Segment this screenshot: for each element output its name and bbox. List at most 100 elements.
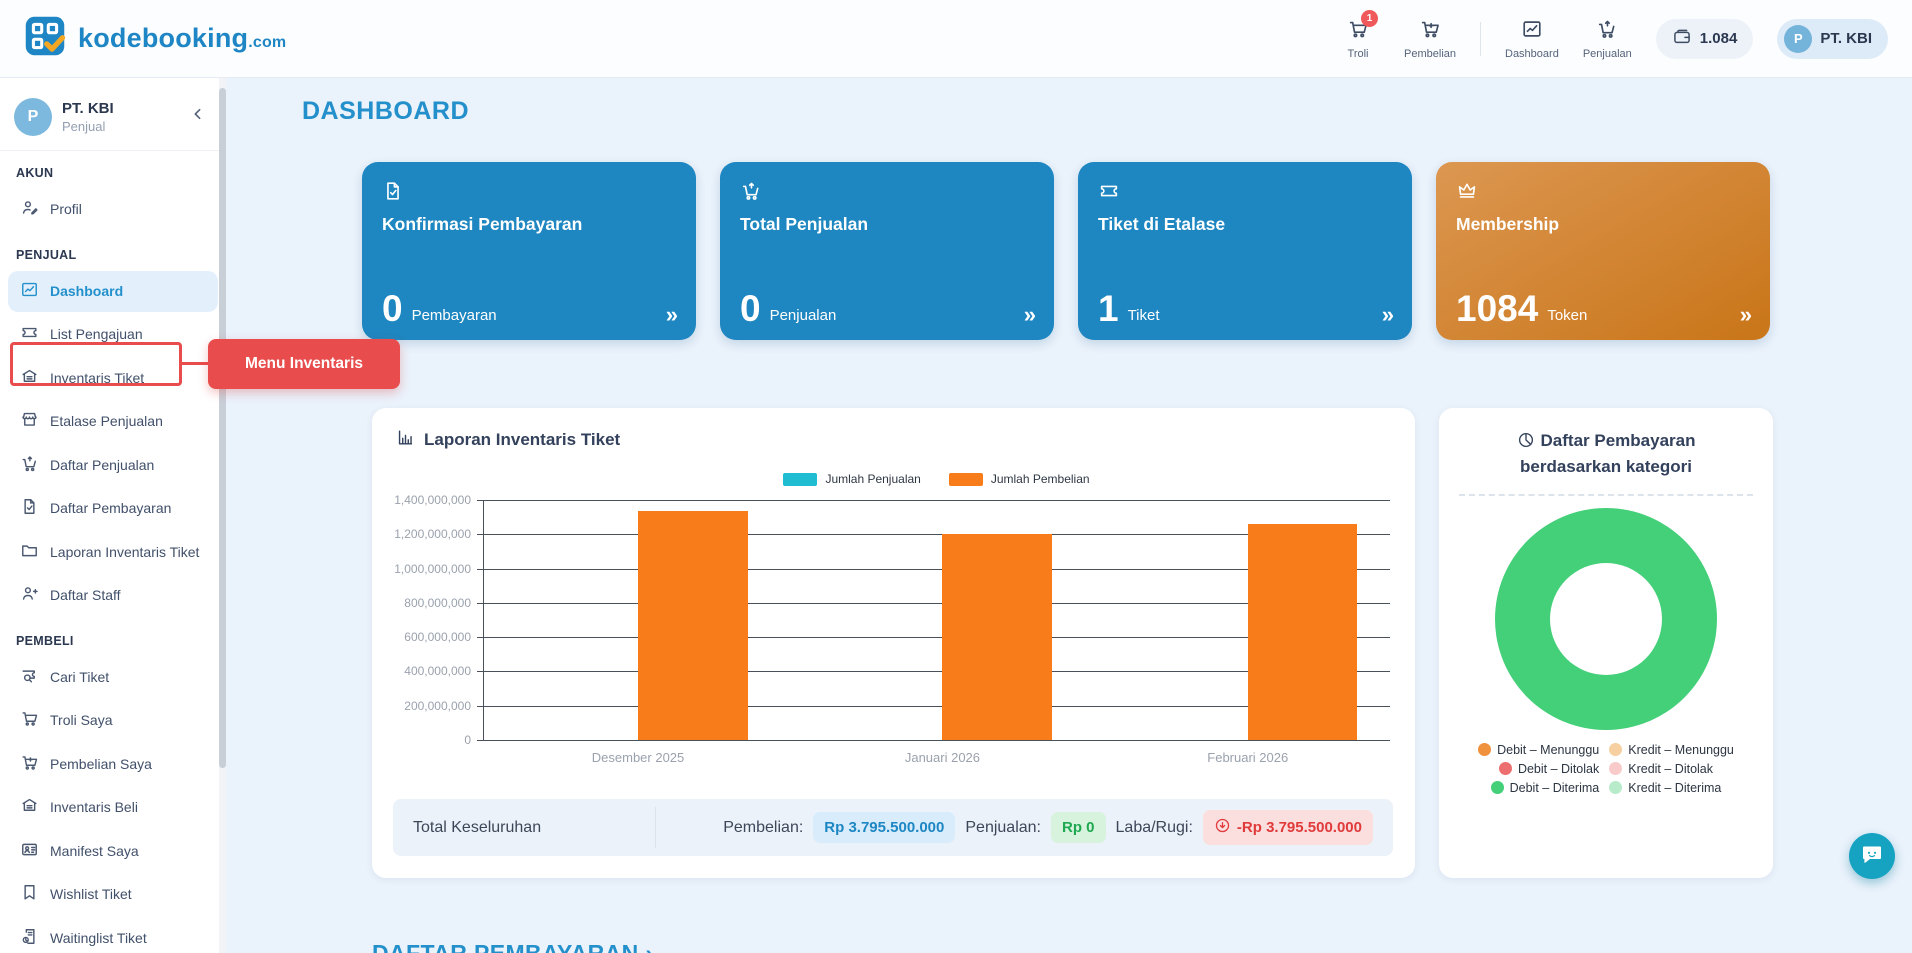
daftar-pembayaran-heading: DAFTAR PEMBAYARAN › <box>372 940 654 953</box>
sidebar-item-inventaris-tiket[interactable]: Inventaris Tiket <box>8 358 218 400</box>
bar-pembelian-februari-2026[interactable] <box>1247 524 1358 740</box>
double-chevron-right-icon[interactable]: » <box>1381 302 1394 328</box>
sidebar-item-troli-saya[interactable]: Troli Saya <box>8 700 218 742</box>
page-title: DASHBOARD <box>302 97 469 125</box>
legend-kredit-ditolak[interactable]: Kredit – Ditolak <box>1609 762 1734 776</box>
annotation-tooltip: Menu Inventaris <box>208 339 400 389</box>
cart-arrow-up-icon <box>1596 18 1618 45</box>
legend-jumlah-pembelian[interactable]: Jumlah Pembelian <box>948 472 1090 486</box>
sidebar-item-label: Profil <box>50 201 82 217</box>
x-axis-line <box>477 740 1390 741</box>
card-title: Total Penjualan <box>740 214 869 234</box>
account-pill[interactable]: P PT. KBI <box>1777 18 1888 59</box>
sidebar-item-laporan-inventaris-tiket[interactable]: Laporan Inventaris Tiket <box>8 532 218 574</box>
gridline <box>477 602 1390 604</box>
sidebar-collapse-button[interactable] <box>190 106 206 127</box>
sidebar-item-dashboard[interactable]: Dashboard <box>8 270 218 312</box>
header-nav: 1 Troli Pembelian Dashboard Penjualan <box>1336 9 1888 60</box>
bookmark-icon <box>20 883 39 907</box>
sidebar-item-inventaris-beli[interactable]: Inventaris Beli <box>8 787 218 829</box>
inventory-icon <box>20 367 39 391</box>
sidebar: P PT. KBI Penjual AKUN Profil PENJUAL Da… <box>0 78 226 953</box>
sidebar-profile: P PT. KBI Penjual <box>0 90 226 151</box>
sidebar-item-wishlist-tiket[interactable]: Wishlist Tiket <box>8 874 218 916</box>
bar-chart-icon <box>396 428 415 452</box>
card-membership[interactable]: Membership 1084 Token » <box>1436 162 1770 340</box>
y-tick: 1,400,000,000 <box>394 493 471 507</box>
chat-fab-button[interactable] <box>1849 833 1895 879</box>
card-unit: Tiket <box>1127 307 1160 324</box>
brand-logo[interactable]: kodebooking.com <box>24 15 286 62</box>
penjualan-nav-button[interactable]: Penjualan <box>1583 18 1632 60</box>
sidebar-item-daftar-staff[interactable]: Daftar Staff <box>8 575 218 617</box>
dashboard-nav-button[interactable]: Dashboard <box>1505 18 1559 60</box>
stat-cards-row: Konfirmasi Pembayaran 0 Pembayaran » Tot… <box>362 162 1770 340</box>
cart-icon <box>20 709 39 733</box>
document-check-icon <box>20 497 39 521</box>
account-avatar: P <box>1784 24 1813 53</box>
x-tick: Februari 2026 <box>1207 750 1289 765</box>
y-tick: 800,000,000 <box>404 595 471 610</box>
pembelian-nav-button[interactable]: Pembelian <box>1404 18 1456 60</box>
sidebar-scrollbar-thumb[interactable] <box>219 88 226 768</box>
sidebar-item-daftar-penjualan[interactable]: Daftar Penjualan <box>8 445 218 487</box>
legend-debit-menunggu[interactable]: Debit – Menunggu <box>1478 743 1599 757</box>
penjualan-total-value: Rp 0 <box>1051 812 1106 843</box>
y-tick: 0 <box>464 733 471 747</box>
sidebar-item-cari-tiket[interactable]: Cari Tiket <box>8 657 218 699</box>
id-card-icon <box>20 840 39 864</box>
card-value: 0 <box>382 288 403 330</box>
cart-arrow-up-icon <box>740 182 762 206</box>
sidebar-section-akun: AKUN <box>16 166 54 180</box>
pembelian-total-value: Rp 3.795.500.000 <box>813 812 956 843</box>
card-tiket-di-etalase[interactable]: Tiket di Etalase 1 Tiket » <box>1078 162 1412 340</box>
y-tick: 600,000,000 <box>404 630 471 645</box>
sidebar-item-daftar-pembayaran[interactable]: Daftar Pembayaran <box>8 488 218 530</box>
token-balance-pill[interactable]: 1.084 <box>1655 18 1754 59</box>
sidebar-item-label: Laporan Inventaris Tiket <box>50 543 200 560</box>
ticket-icon <box>20 323 39 347</box>
legend-kredit-diterima[interactable]: Kredit – Diterima <box>1609 781 1734 795</box>
donut-legend: Debit – Menunggu Kredit – Menunggu Debit… <box>1455 743 1757 795</box>
legend-kredit-menunggu[interactable]: Kredit – Menunggu <box>1609 743 1734 757</box>
chart-header: Laporan Inventaris Tiket <box>372 408 1415 452</box>
sidebar-item-waitinglist-tiket[interactable]: Waitinglist Tiket <box>8 918 218 953</box>
cart-arrow-up-icon <box>20 454 39 478</box>
sidebar-item-list-pengajuan[interactable]: List Pengajuan <box>8 314 218 356</box>
card-title: Tiket di Etalase <box>1098 214 1226 234</box>
card-total-penjualan[interactable]: Total Penjualan 0 Penjualan » <box>720 162 1054 340</box>
bar-pembelian-januari-2026[interactable] <box>942 534 1053 740</box>
legend-debit-ditolak[interactable]: Debit – Ditolak <box>1498 762 1599 776</box>
laba-rugi-label: Laba/Rugi: <box>1115 818 1193 836</box>
card-konfirmasi-pembayaran[interactable]: Konfirmasi Pembayaran 0 Pembayaran » <box>362 162 696 340</box>
troli-badge: 1 <box>1361 9 1379 27</box>
profile-role: Penjual <box>62 119 106 134</box>
chat-icon <box>1860 842 1884 871</box>
sidebar-item-profil[interactable]: Profil <box>8 189 218 231</box>
y-tick: 400,000,000 <box>404 664 471 679</box>
gridline <box>477 500 1390 501</box>
double-chevron-right-icon[interactable]: » <box>1739 302 1752 328</box>
legend-debit-diterima[interactable]: Debit – Diterima <box>1490 781 1599 795</box>
list-clock-icon <box>20 927 39 951</box>
daftar-pembayaran-kategori-panel: Daftar Pembayaran berdasarkan kategori D… <box>1439 408 1773 878</box>
double-chevron-right-icon[interactable]: » <box>665 302 678 328</box>
cart-plus-icon <box>1419 18 1441 45</box>
sidebar-section-penjual: PENJUAL <box>16 247 77 262</box>
sidebar-item-etalase-penjualan[interactable]: Etalase Penjualan <box>8 401 218 443</box>
troli-nav-button[interactable]: 1 Troli <box>1336 9 1380 60</box>
chart-summary-bar: Total Keseluruhan Pembelian: Rp 3.795.50… <box>393 799 1393 856</box>
folder-icon <box>20 541 39 565</box>
double-chevron-right-icon[interactable]: » <box>1023 302 1036 328</box>
card-value: 1084 <box>1456 288 1539 330</box>
storefront-icon <box>20 410 39 434</box>
gridline <box>477 671 1390 673</box>
legend-jumlah-penjualan[interactable]: Jumlah Penjualan <box>783 472 921 486</box>
sidebar-item-pembelian-saya[interactable]: Pembelian Saya <box>8 744 218 786</box>
crown-icon <box>1456 183 1478 206</box>
legend-swatch-pembelian <box>948 472 983 486</box>
sidebar-item-manifest-saya[interactable]: Manifest Saya <box>8 831 218 873</box>
sidebar-item-label: List Pengajuan <box>50 326 143 342</box>
donut-chart[interactable] <box>1495 507 1717 730</box>
bar-pembelian-desember-2025[interactable] <box>638 511 748 740</box>
